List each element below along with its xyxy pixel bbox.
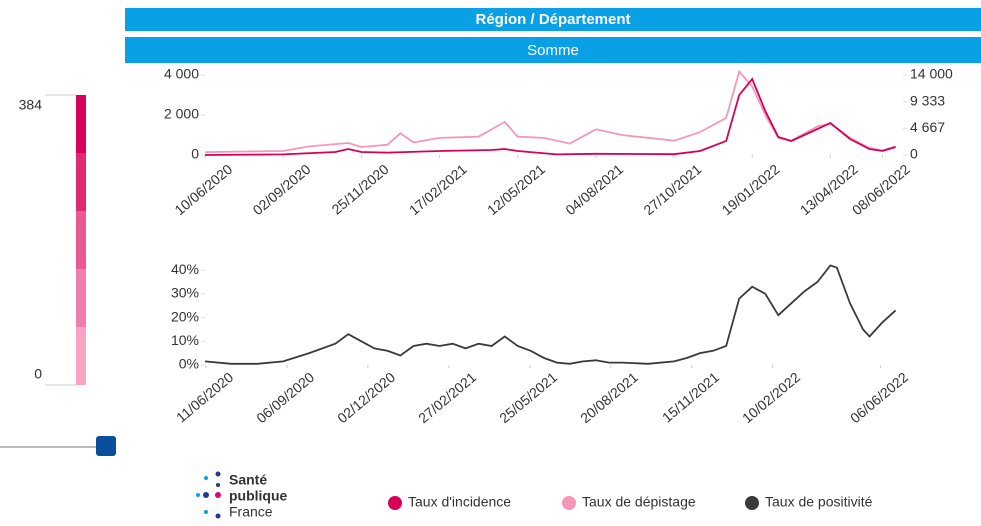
series-line xyxy=(204,69,896,153)
y-tick-label: 0 xyxy=(191,146,199,162)
scale-segment xyxy=(76,211,86,269)
scale-segment xyxy=(76,95,86,153)
x-tick-label: 27/02/2021 xyxy=(415,369,479,426)
x-tick-label: 02/09/2020 xyxy=(250,161,314,218)
x-tick-label: 17/02/2021 xyxy=(406,161,470,218)
series-line xyxy=(204,264,897,365)
y2-tick-label: 14 000 xyxy=(910,66,953,82)
header-subtitle: Somme xyxy=(527,42,579,59)
x-tick-label: 04/08/2021 xyxy=(562,161,626,218)
x-tick-label: 08/06/2022 xyxy=(849,161,913,218)
legend-label: Taux de dépistage xyxy=(582,494,696,510)
logo-dots xyxy=(196,471,221,519)
y-tick-label: 4 000 xyxy=(164,66,199,82)
legend-swatch xyxy=(745,496,759,510)
legend-label: Taux d'incidence xyxy=(408,494,511,510)
series-line xyxy=(204,77,896,156)
y-tick-label: 2 000 xyxy=(164,106,199,122)
y-tick-label: 30% xyxy=(171,285,199,301)
y-tick-label: 20% xyxy=(171,308,199,324)
legend-label: Taux de positivité xyxy=(765,494,873,510)
x-tick-label: 02/12/2020 xyxy=(334,369,398,426)
scale-segment xyxy=(76,327,86,385)
x-tick-label: 11/06/2020 xyxy=(173,369,236,426)
y2-tick-label: 0 xyxy=(910,146,918,162)
scale-label: 384 xyxy=(19,97,43,113)
header-bar xyxy=(125,8,981,31)
subheader-bar xyxy=(125,37,981,63)
x-tick-label: 25/05/2021 xyxy=(496,369,560,426)
y2-tick-label: 9 333 xyxy=(910,92,945,108)
x-tick-label: 06/09/2020 xyxy=(253,369,317,426)
logo-text: France xyxy=(229,504,273,520)
y2-tick-label: 4 667 xyxy=(910,119,945,135)
y-tick-label: 0% xyxy=(179,356,199,372)
y-tick-label: 40% xyxy=(171,261,199,277)
x-tick-label: 10/06/2020 xyxy=(171,161,235,218)
x-tick-label: 27/10/2021 xyxy=(640,161,704,218)
x-tick-label: 06/06/2022 xyxy=(847,369,911,426)
legend-swatch xyxy=(562,496,576,510)
scale-segment xyxy=(76,269,86,327)
logo-text: publique xyxy=(229,488,288,504)
x-tick-label: 25/11/2020 xyxy=(328,161,391,218)
x-tick-label: 12/05/2021 xyxy=(484,161,548,218)
logo-text: Santé xyxy=(229,472,267,488)
scale-label: 0 xyxy=(34,366,42,382)
legend-swatch xyxy=(388,496,402,510)
x-tick-label: 20/08/2021 xyxy=(577,369,641,426)
x-tick-label: 10/02/2022 xyxy=(739,369,803,426)
scale-segment xyxy=(76,153,86,211)
x-tick-label: 19/01/2022 xyxy=(719,161,783,218)
header-title: Région / Département xyxy=(475,11,630,28)
x-tick-label: 15/11/2021 xyxy=(659,369,722,426)
slider-handle[interactable] xyxy=(96,436,116,456)
y-tick-label: 10% xyxy=(171,332,199,348)
